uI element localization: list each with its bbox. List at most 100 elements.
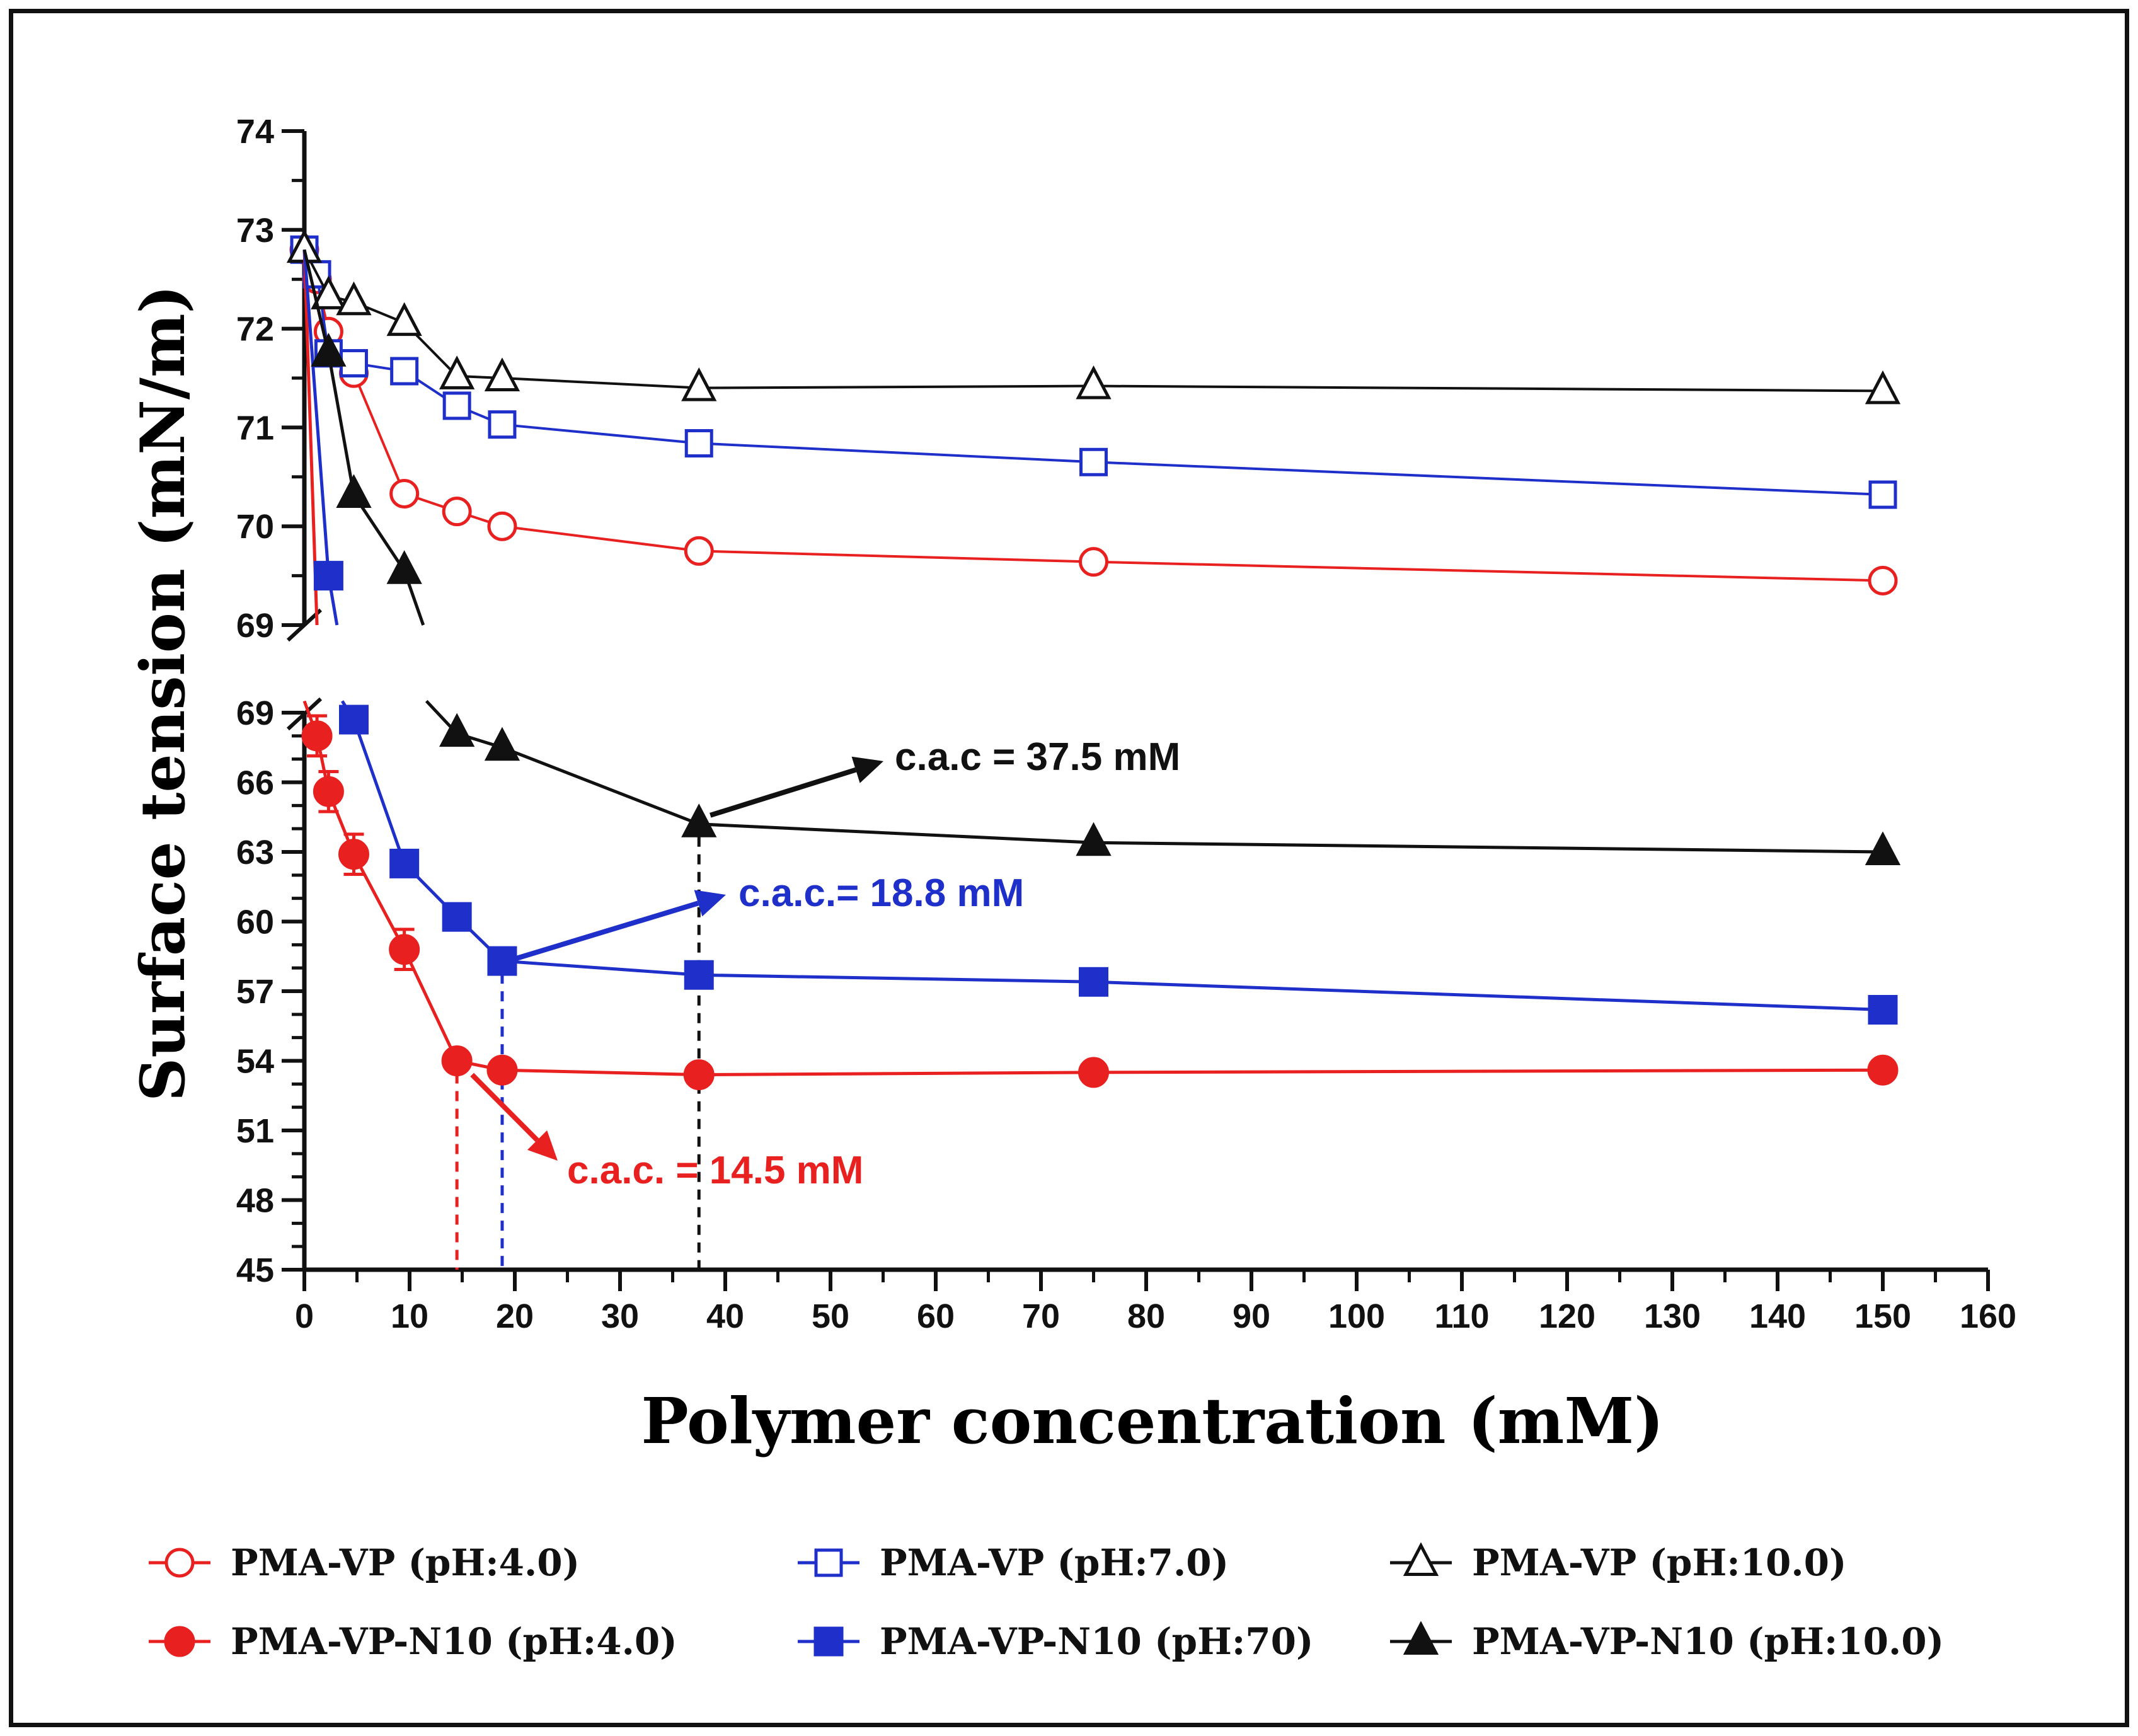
series-3-point <box>338 839 369 870</box>
series-0-point <box>389 478 420 509</box>
series-1-point <box>1079 447 1108 476</box>
x-tick-label: 160 <box>1960 1297 2016 1335</box>
x-tick-label: 60 <box>917 1297 955 1335</box>
series-2-point <box>1865 370 1901 405</box>
series-4-point <box>487 946 517 976</box>
series-5-point <box>1076 822 1112 856</box>
series-2-point <box>1076 365 1112 400</box>
series-5-upper-point <box>386 550 422 584</box>
legend-label-pma-vp-ph4: PMA-VP (pH:4.0) <box>231 1541 580 1584</box>
series-3-line <box>302 700 1883 1077</box>
y-tick-label-lower: 66 <box>236 764 274 802</box>
y-tick-label-upper: 69 <box>236 607 274 645</box>
annotation-arrow-0 <box>710 767 857 818</box>
series-3-point <box>1078 1057 1109 1088</box>
x-tick-label: 50 <box>812 1297 849 1335</box>
legend-marker-4 <box>813 1626 844 1657</box>
series-2-point <box>681 367 717 401</box>
annotation-layer: c.a.c = 37.5 mM c.a.c.= 18.8 mM c.a.c. = 1… <box>470 735 1180 1192</box>
series-3-point <box>389 934 420 965</box>
series-5-point <box>484 727 520 761</box>
legend-marker-0 <box>164 1548 195 1578</box>
series-4-point <box>1079 967 1108 997</box>
series-0-point <box>1868 565 1898 595</box>
y-axis-title: Surface tension (mN/m) <box>127 285 198 1101</box>
series-4-line <box>340 700 1883 1011</box>
y-tick-label-upper: 71 <box>236 409 274 447</box>
annotation-cac-pH10: c.a.c = 37.5 mM <box>895 735 1180 779</box>
y-tick-label-lower: 54 <box>236 1043 274 1081</box>
y-tick-label-upper: 74 <box>236 113 274 151</box>
legend: PMA-VP (pH:4.0) PMA-VP (pH:7.0) PMA-VP (… <box>149 1541 1944 1663</box>
series-3 <box>301 250 1899 1091</box>
legend-marker-5 <box>1403 1621 1439 1655</box>
x-tick-label: 100 <box>1328 1297 1385 1335</box>
series-2-point <box>386 302 422 336</box>
legend-label-pma-vp-ph10: PMA-VP (pH:10.0) <box>1472 1541 1846 1584</box>
series-4-upper-point <box>313 561 343 591</box>
series-1-point <box>390 357 419 386</box>
series-1-point <box>488 410 517 439</box>
x-tick-label: 70 <box>1022 1297 1060 1335</box>
x-tick-label: 0 <box>295 1297 314 1335</box>
legend-label-pma-vp-n10-ph10: PMA-VP-N10 (pH:10.0) <box>1472 1620 1944 1663</box>
series-5-upper-point <box>311 333 347 367</box>
annotation-arrow-1 <box>515 900 699 961</box>
x-axis-title: Polymer concentration (mM) <box>641 1384 1664 1458</box>
series-3-point <box>683 1059 715 1091</box>
x-tick-label: 10 <box>391 1297 428 1335</box>
x-tick-label: 120 <box>1539 1297 1595 1335</box>
x-tick-label: 90 <box>1233 1297 1270 1335</box>
y-tick-label-upper: 70 <box>236 508 274 546</box>
series-3-point <box>1867 1054 1899 1086</box>
legend-marker-2 <box>1403 1542 1439 1576</box>
series-4 <box>302 249 1898 1025</box>
axes: 69 70 71 72 73 74 45 48 51 54 57 60 63 66 69 0 10 20 30 40 5… <box>236 113 2016 1335</box>
legend-label-pma-vp-ph7: PMA-VP (pH:7.0) <box>880 1541 1229 1584</box>
y-tick-label-upper: 73 <box>236 212 274 250</box>
series-0-point <box>442 497 472 527</box>
legend-label-pma-vp-n10-ph7: PMA-VP-N10 (pH:70) <box>880 1620 1313 1663</box>
x-tick-label: 80 <box>1127 1297 1165 1335</box>
annotation-arrowhead-2 <box>527 1130 558 1161</box>
axis-titles: Polymer concentration (mM) Surface tensi… <box>127 285 1664 1458</box>
series-4-point <box>684 960 714 990</box>
series-3-point <box>313 776 344 807</box>
legend-marker-3 <box>164 1626 195 1657</box>
series-3-point <box>441 1045 473 1076</box>
y-tick-label-lower: 60 <box>236 904 274 941</box>
series-2-point <box>439 355 475 389</box>
y-tick-label-lower: 69 <box>236 694 274 732</box>
annotation-arrowhead-0 <box>851 756 883 783</box>
series-2-point <box>336 281 372 316</box>
x-tick-label: 140 <box>1749 1297 1806 1335</box>
x-tick-label: 30 <box>601 1297 639 1335</box>
series-5-point <box>681 803 717 837</box>
series-5-point <box>1865 831 1901 865</box>
annotation-cac-pH7: c.a.c.= 18.8 mM <box>739 871 1024 915</box>
y-tick-label-lower: 45 <box>236 1251 274 1289</box>
series-1-point <box>339 348 368 377</box>
series-4-point <box>389 848 420 878</box>
series-0-line <box>303 249 1883 582</box>
series-0 <box>289 234 1898 595</box>
y-tick-label-upper: 72 <box>236 311 274 348</box>
series-1-point <box>684 428 713 457</box>
series-2-point <box>484 357 520 391</box>
x-tick-label: 150 <box>1854 1297 1911 1335</box>
x-tick-label: 20 <box>496 1297 534 1335</box>
series-4-point <box>1868 994 1898 1025</box>
series-5 <box>302 249 1901 865</box>
series-2-point <box>311 275 347 309</box>
y-tick-label-lower: 57 <box>236 973 274 1011</box>
y-tick-label-lower: 51 <box>236 1112 274 1150</box>
series-2 <box>286 229 1901 405</box>
series-1-point <box>442 391 471 420</box>
series-3-point <box>301 720 333 752</box>
series-5-point <box>439 713 475 747</box>
series-1-line <box>303 249 1883 497</box>
x-tick-label: 110 <box>1434 1297 1489 1335</box>
series-1-point <box>1868 480 1897 509</box>
x-tick-label: 130 <box>1644 1297 1701 1335</box>
series-0-point <box>684 536 714 566</box>
